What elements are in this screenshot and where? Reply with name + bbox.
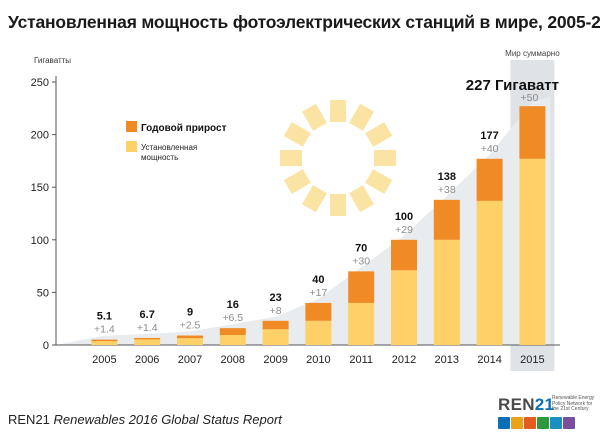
sun-ray-icon bbox=[330, 194, 346, 216]
increment-label: +6.5 bbox=[222, 312, 243, 324]
bar-annual-increase bbox=[391, 239, 417, 271]
total-label: 100 bbox=[395, 211, 413, 223]
sun-ray-icon bbox=[302, 185, 327, 213]
total-label: 23 bbox=[269, 292, 281, 304]
bar-annual-increase bbox=[476, 158, 503, 201]
bar-installed bbox=[476, 200, 503, 345]
legend-swatch-installed bbox=[126, 141, 137, 152]
increment-label: +1.4 bbox=[94, 324, 115, 336]
bar-installed bbox=[134, 339, 161, 345]
sun-ray-icon bbox=[280, 150, 302, 166]
sun-ray-icon bbox=[283, 122, 311, 147]
total-label: 9 bbox=[187, 307, 193, 319]
bar-installed bbox=[305, 320, 332, 345]
x-tick-label: 2014 bbox=[477, 354, 501, 366]
bar-installed bbox=[433, 239, 460, 345]
highlight-label: Мир суммарно bbox=[505, 49, 560, 58]
bar-annual-increase bbox=[519, 106, 546, 159]
total-label: 227 Гигаватт bbox=[466, 77, 559, 94]
x-tick-label: 2010 bbox=[306, 354, 330, 366]
bar-installed bbox=[391, 270, 417, 345]
sun-ray-icon bbox=[365, 122, 393, 147]
pv-capacity-chart: Мир суммарно Гигаватты 0 50 100 150 200 250 2005… bbox=[31, 49, 560, 371]
bar-annual-increase bbox=[219, 328, 246, 336]
legend-swatch-annual bbox=[126, 121, 137, 132]
increment-label: +1.4 bbox=[137, 322, 158, 334]
y-tick-label: 150 bbox=[31, 182, 49, 194]
x-tick-label: 2006 bbox=[135, 354, 159, 366]
y-tick-label: 0 bbox=[43, 340, 49, 352]
y-tick-label: 100 bbox=[31, 235, 49, 247]
water-icon bbox=[498, 417, 510, 429]
total-label: 40 bbox=[312, 274, 324, 286]
wave-icon bbox=[550, 417, 562, 429]
sun-ray-icon bbox=[365, 169, 393, 194]
wind-icon bbox=[563, 417, 575, 429]
sun-ray-icon bbox=[302, 103, 327, 131]
x-tick-label: 2013 bbox=[435, 354, 459, 366]
increment-label: +17 bbox=[309, 287, 327, 299]
total-label: 138 bbox=[438, 171, 456, 183]
x-tick-label: 2011 bbox=[349, 354, 373, 366]
source-org: REN21 bbox=[8, 412, 50, 427]
bar-installed bbox=[91, 341, 118, 345]
total-label: 6.7 bbox=[140, 309, 155, 321]
y-tick-label: 250 bbox=[31, 77, 49, 89]
increment-label: +38 bbox=[438, 184, 456, 196]
total-label: 177 bbox=[480, 130, 498, 142]
bar-installed bbox=[219, 335, 246, 345]
ren21-logo: REN21 Renewable Energy Policy Network fo… bbox=[498, 395, 596, 435]
sun-ray-icon bbox=[349, 185, 374, 213]
sun-icon bbox=[511, 417, 523, 429]
x-tick-label: 2009 bbox=[263, 354, 287, 366]
sun-ray-icon bbox=[283, 169, 311, 194]
chart-title: Установленная мощность фотоэлектрических… bbox=[8, 12, 600, 32]
increment-label: +29 bbox=[395, 224, 413, 236]
bar-annual-increase bbox=[305, 302, 332, 321]
increment-label: +40 bbox=[481, 143, 499, 155]
bar-installed bbox=[262, 329, 289, 345]
source-footer: REN21 Renewables 2016 Global Status Repo… bbox=[8, 412, 282, 427]
x-tick-label: 2012 bbox=[392, 354, 416, 366]
bar-annual-increase bbox=[134, 337, 161, 340]
x-tick-label: 2005 bbox=[92, 354, 116, 366]
bar-installed bbox=[177, 338, 203, 345]
growth-area bbox=[56, 96, 551, 345]
total-label: 5.1 bbox=[97, 311, 112, 323]
y-tick-label: 200 bbox=[31, 130, 49, 142]
ren21-tagline: Renewable Energy Policy Network for the … bbox=[552, 395, 595, 413]
bar-annual-increase bbox=[177, 335, 203, 339]
legend-label-installed: Установленная bbox=[141, 143, 197, 152]
bar-annual-increase bbox=[433, 199, 460, 240]
increment-label: +50 bbox=[520, 92, 538, 104]
sun-ray-icon bbox=[330, 100, 346, 122]
sun-ray-icon bbox=[374, 150, 396, 166]
leaf-icon bbox=[537, 417, 549, 429]
x-tick-label: 2007 bbox=[178, 354, 202, 366]
ren21-wordmark: REN21 bbox=[498, 395, 555, 414]
ren21-energy-icons bbox=[498, 417, 575, 429]
fire-icon bbox=[524, 417, 536, 429]
increment-label: +8 bbox=[270, 305, 282, 317]
bar-installed bbox=[348, 302, 375, 345]
bar-installed bbox=[519, 158, 546, 345]
increment-label: +2.5 bbox=[180, 320, 201, 332]
total-label: 16 bbox=[227, 299, 239, 311]
legend-label-installed: мощность bbox=[141, 153, 178, 162]
y-tick-label: 50 bbox=[37, 287, 49, 299]
y-axis-title: Гигаватты bbox=[34, 56, 71, 65]
bar-annual-increase bbox=[262, 320, 289, 330]
sun-ray-icon bbox=[349, 103, 374, 131]
bar-annual-increase bbox=[91, 339, 118, 342]
x-tick-label: 2015 bbox=[520, 354, 544, 366]
x-tick-label: 2008 bbox=[221, 354, 245, 366]
legend-label-annual: Годовой прирост bbox=[141, 123, 227, 134]
increment-label: +30 bbox=[352, 255, 370, 267]
total-label: 70 bbox=[355, 242, 367, 254]
bar-annual-increase bbox=[348, 271, 375, 303]
source-report: Renewables 2016 Global Status Report bbox=[53, 412, 282, 427]
